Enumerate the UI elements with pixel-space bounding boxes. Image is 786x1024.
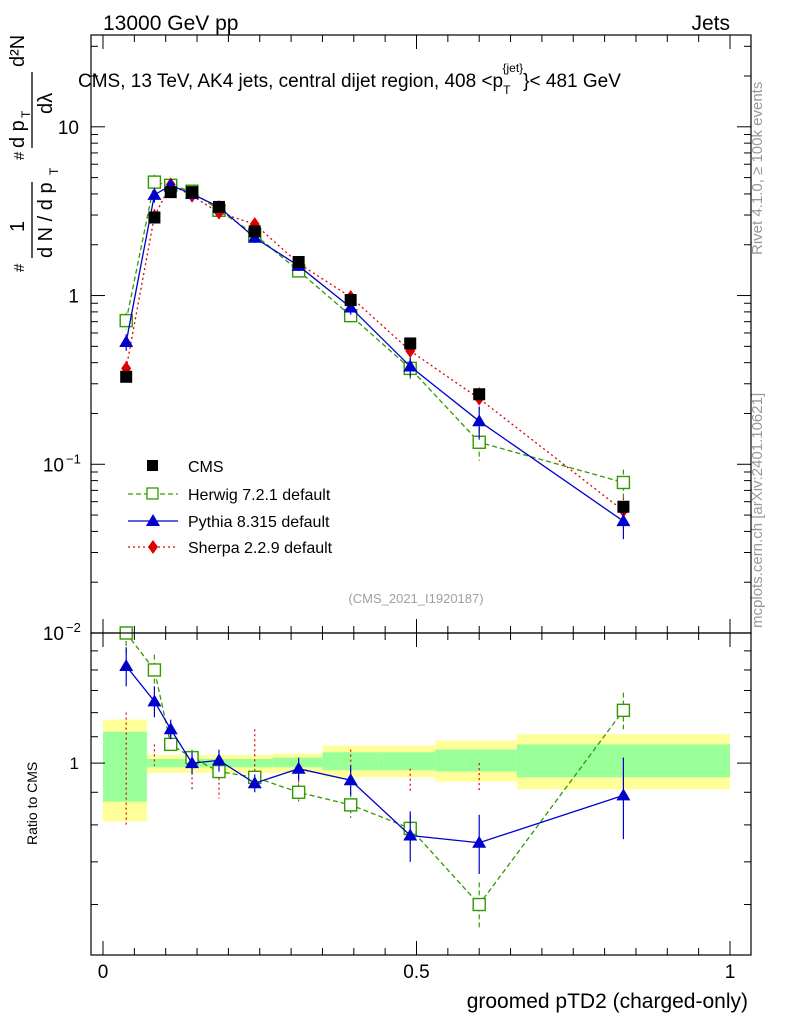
main-title-text: CMS, 13 TeV, AK4 jets, central dijet reg…	[78, 71, 503, 92]
legend-label-sherpa: Sherpa 2.2.9 default	[188, 540, 333, 557]
main-y-tick-label: 10	[58, 118, 79, 139]
ratio-panel: 10 0.5 1 Ratio to CMS groomed pTD2 (charge…	[24, 626, 752, 1013]
main-point-cms	[186, 186, 199, 199]
ratio-point-pythia	[185, 756, 200, 769]
main-y-tick-exponent: −2	[66, 620, 81, 635]
ratio-band-inner	[146, 758, 216, 768]
ratio-point-herwig	[147, 663, 162, 677]
legend-label-cms: CMS	[188, 459, 224, 476]
ratio-point-pythia	[211, 753, 226, 766]
ylabel-dn: d N / d p	[35, 182, 57, 258]
main-point-pythia	[343, 300, 358, 313]
main-series	[119, 174, 631, 540]
legend-label-herwig: Herwig 7.2.1 default	[188, 487, 331, 504]
ratio-axis-ticks: 10 0.5 1	[70, 632, 751, 983]
ratio-point-herwig	[291, 785, 306, 799]
main-point-pythia	[616, 514, 631, 527]
ratio-x-tick-label: 1	[725, 962, 736, 983]
ylabel-d2n: d²N	[7, 35, 29, 67]
main-point-cms	[148, 211, 161, 224]
ratio-band-inner	[378, 752, 436, 771]
main-y-tick-label: 10	[43, 455, 64, 476]
main-point-pythia	[147, 187, 162, 200]
legend-marker-cms	[147, 460, 158, 471]
legend-marker-herwig	[146, 487, 159, 500]
ratio-x-tick-label: 0.5	[403, 962, 429, 983]
main-y-tick-exponent: −1	[66, 451, 81, 466]
ratio-point-herwig	[164, 737, 178, 752]
ratio-band-inner	[215, 758, 273, 768]
ratio-band-inner	[435, 749, 517, 772]
ratio-point-pythia	[472, 835, 487, 848]
ylabel-one: 1	[7, 221, 29, 232]
main-point-cms	[404, 337, 417, 350]
ratio-point-pythia	[343, 773, 358, 786]
analysis-label: (CMS_2021_I1920187)	[348, 591, 483, 606]
legend-label-pythia: Pythia 8.315 default	[188, 514, 330, 531]
ratio-point-pythia	[403, 828, 418, 841]
ylabel-dlambda: dλ	[35, 93, 57, 114]
ratio-band-inner	[272, 757, 323, 768]
ratio-point-pythia	[119, 659, 134, 672]
main-point-pythia	[472, 414, 487, 427]
main-title-end: }< 481 GeV	[523, 71, 621, 92]
main-y-tick-label: 1	[68, 287, 79, 308]
main-title: CMS, 13 TeV, AK4 jets, central dijet reg…	[78, 61, 621, 97]
ratio-ylabel: Ratio to CMS	[24, 762, 40, 845]
ratio-bands	[103, 719, 730, 822]
main-point-cms	[473, 388, 486, 401]
main-title-sub: T	[503, 83, 511, 97]
ylabel-t-2: T	[19, 110, 33, 118]
main-point-pythia	[403, 359, 418, 372]
ratio-point-pythia	[163, 722, 178, 735]
main-ylabel: # 1 d N / d p T # d p T dλ d²N	[7, 35, 61, 272]
legend: CMS Herwig 7.2.1 default Pythia 8.315 de…	[128, 459, 333, 557]
ratio-point-pythia	[291, 761, 306, 774]
ratio-point-herwig	[472, 897, 486, 912]
ylabel-dp: d p	[7, 120, 29, 148]
ratio-point-pythia	[147, 694, 162, 707]
legend-marker-sherpa	[148, 540, 158, 554]
ylabel-hash-1: #	[11, 263, 28, 272]
main-point-cms	[248, 225, 261, 238]
jets-label: Jets	[691, 12, 730, 35]
main-y-tick-label: 10	[43, 624, 64, 645]
main-point-cms	[344, 294, 357, 307]
main-point-cms	[617, 500, 630, 513]
ratio-point-pythia	[247, 776, 262, 789]
ratio-point-herwig	[616, 703, 631, 718]
ratio-point-herwig	[343, 798, 358, 812]
main-point-cms	[120, 370, 133, 383]
main-line-herwig	[125, 181, 624, 484]
ratio-frame	[90, 632, 752, 956]
ratio-x-tick-label: 0	[98, 962, 109, 983]
main-point-herwig	[616, 475, 631, 490]
main-title-sup: {jet}	[502, 61, 523, 75]
main-point-cms	[212, 200, 225, 213]
ratio-point-pythia	[616, 788, 631, 801]
ratio-band-inner	[103, 731, 147, 802]
x-axis-label: groomed pTD2 (charged-only)	[467, 990, 748, 1013]
legend-marker-pythia	[146, 514, 160, 526]
ratio-y-tick-label: 1	[70, 754, 79, 773]
main-point-cms	[164, 186, 177, 199]
main-point-herwig	[147, 175, 162, 189]
main-point-pythia	[119, 335, 134, 348]
energy-label: 13000 GeV pp	[103, 12, 238, 35]
ylabel-hash-2: #	[11, 151, 28, 160]
rivet-version-label: Rivet 4.1.0, ≥ 100k events	[749, 82, 766, 255]
ylabel-t-1: T	[47, 167, 61, 175]
main-point-cms	[292, 256, 305, 269]
mcplots-label: mcplots.cern.ch [arXiv:2401.10621]	[749, 393, 766, 628]
